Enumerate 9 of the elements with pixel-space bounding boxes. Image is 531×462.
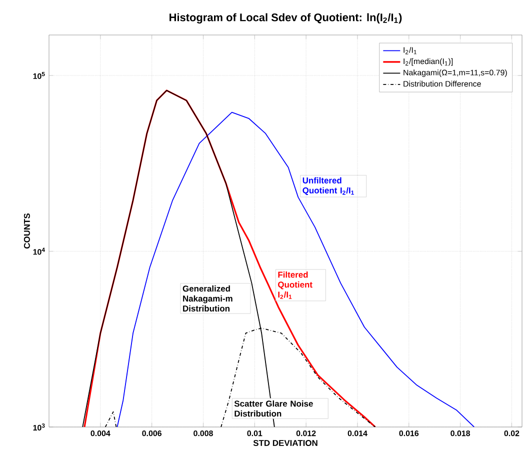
annotation: Generalized Nakagami-m Distribution: [182, 285, 232, 312]
line-series: [116, 112, 475, 427]
chart-title: Histogram of Local Sdev of Quotient: ln(I$_{2}$/I$_{1}$): [170, 13, 402, 24]
y-axis-title: COUNTS: [24, 213, 30, 249]
annotation: Scatter Glare Noise Distribution: [234, 400, 313, 417]
annotation: Filtered Quotient I$_{2}$/I$_{1}$: [278, 271, 312, 299]
x-axis-title: STD DEVIATION: [253, 440, 318, 446]
line-series: [84, 90, 376, 427]
annotation: Unfiltered Quotient I$_{2}$/I$_{1}$: [302, 177, 354, 195]
